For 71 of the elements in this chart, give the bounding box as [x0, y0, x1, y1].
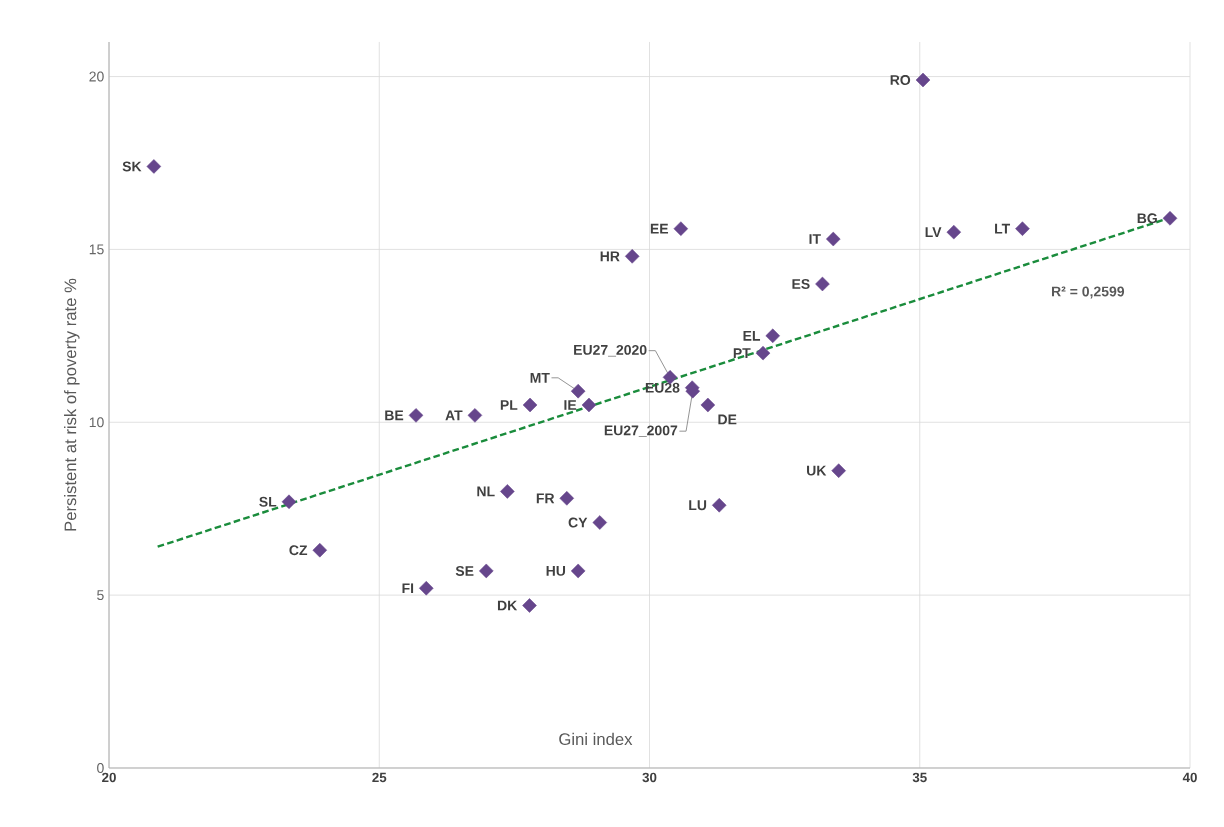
- x-tick-label: 25: [372, 772, 387, 783]
- y-tick-label: 20: [89, 71, 104, 82]
- annotation: LT: [995, 223, 1011, 234]
- point: [1015, 221, 1030, 236]
- point: [281, 494, 297, 510]
- annotation: HR: [600, 251, 620, 262]
- point: [592, 515, 608, 530]
- annotation: FR: [536, 493, 555, 504]
- annotation: SK: [122, 161, 142, 172]
- annotation: EU27_2007: [604, 425, 678, 437]
- annotation: HU: [546, 566, 566, 576]
- annotation: LU: [689, 500, 707, 511]
- annotation: MT: [530, 373, 550, 383]
- y-tick-label: 10: [89, 417, 104, 428]
- annotation: EU28: [645, 382, 680, 393]
- point: [146, 159, 162, 174]
- point: [570, 563, 586, 579]
- annotation: DE: [718, 414, 737, 425]
- annotation: FI: [402, 583, 414, 594]
- annotation: R² = 0,2599: [1052, 286, 1125, 299]
- annotation: PT: [733, 348, 751, 358]
- annotation: EL: [743, 331, 761, 341]
- annotation: SL: [259, 496, 277, 507]
- annotation: CZ: [289, 545, 308, 556]
- point: [700, 397, 716, 413]
- point: [522, 598, 537, 613]
- point: [815, 276, 830, 292]
- point: [500, 484, 515, 499]
- point: [419, 580, 434, 596]
- y-axis-title: Persistent at risk of poverty rate %: [64, 278, 80, 531]
- point: [624, 249, 640, 264]
- point: [765, 328, 780, 344]
- annotation: EU27_2020: [574, 344, 647, 357]
- point: [673, 221, 689, 236]
- y-tick-label: 0: [97, 763, 104, 773]
- annotation: EE: [650, 223, 669, 234]
- annotation: BE: [385, 410, 404, 421]
- point: [522, 397, 538, 413]
- point: [915, 72, 931, 88]
- point: [581, 397, 597, 413]
- x-axis-title: Gini index: [559, 732, 633, 746]
- annotation: UK: [807, 465, 827, 476]
- annotation: SE: [455, 565, 474, 576]
- annotation: BG: [1137, 213, 1157, 224]
- annotation: AT: [445, 410, 463, 421]
- point: [831, 463, 846, 478]
- point: [467, 408, 483, 423]
- point: [312, 542, 328, 558]
- annotation: PL: [500, 400, 518, 410]
- y-tick-label: 5: [97, 590, 104, 601]
- point: [755, 345, 771, 361]
- x-tick-label: 35: [912, 772, 927, 783]
- x-tick-label: 40: [1182, 772, 1197, 783]
- point: [711, 498, 727, 513]
- annotation: NL: [477, 486, 495, 497]
- y-tick-label: 15: [89, 244, 104, 255]
- point: [559, 491, 575, 506]
- annotation: IE: [564, 400, 577, 410]
- point: [570, 383, 586, 399]
- annotation: RO: [890, 75, 911, 85]
- annotation: LV: [925, 227, 942, 237]
- point: [408, 408, 424, 423]
- annotation: ES: [792, 279, 810, 289]
- annotation: IT: [809, 234, 821, 244]
- annotation: DK: [497, 600, 518, 611]
- annotation: CY: [568, 517, 588, 528]
- point: [826, 231, 841, 247]
- x-tick-label: 30: [642, 772, 657, 783]
- point: [479, 563, 494, 579]
- point: [1162, 211, 1178, 226]
- point: [946, 224, 962, 240]
